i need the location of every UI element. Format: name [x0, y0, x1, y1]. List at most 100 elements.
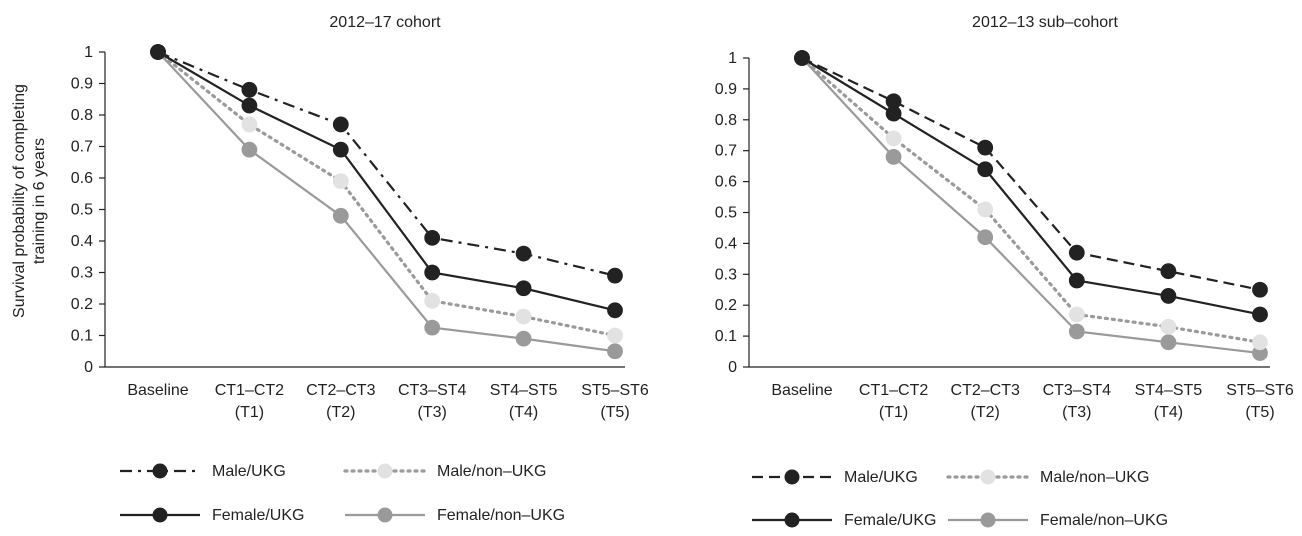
- series-point-1: [607, 267, 623, 284]
- x-tick-label: (T5): [1245, 404, 1274, 421]
- series-point-2: [424, 292, 441, 309]
- y-axis-label-line-1: Survival probability of completing: [11, 84, 28, 318]
- series-point-2: [332, 173, 349, 190]
- y-tick-label: 0.9: [715, 81, 737, 98]
- x-tick-label: CT1–CT2: [215, 382, 284, 399]
- legend-entry-2: Male/non–UKG: [343, 463, 546, 480]
- x-tick-label: (T1): [235, 404, 264, 421]
- y-tick-label: 0.7: [71, 139, 93, 156]
- y-tick-label: 0.5: [71, 202, 93, 219]
- legend-label: Female/non–UKG: [437, 507, 565, 524]
- series-point-2: [977, 201, 994, 218]
- x-tick-label: (T5): [600, 404, 629, 421]
- series-point-2: [515, 308, 532, 325]
- chart-title: 2012–13 sub–cohort: [972, 14, 1118, 31]
- x-tick-label: (T3): [1062, 404, 1091, 421]
- series-point-4: [332, 207, 349, 224]
- series-point-2: [607, 327, 623, 344]
- legend-marker: [152, 507, 168, 523]
- legend-entry-3: Female/UKG: [120, 507, 304, 524]
- y-tick-label: 0.8: [715, 112, 737, 129]
- series-line-2: [156, 50, 617, 338]
- series-line-1: [157, 50, 616, 277]
- legend-entry-2: Male/non–UKG: [946, 469, 1149, 486]
- y-tick-label: 0: [728, 359, 737, 376]
- series-line-4: [157, 51, 616, 353]
- series-point-4: [424, 319, 441, 336]
- y-tick-label: 0: [84, 359, 93, 376]
- y-tick-label: 0.6: [715, 174, 737, 191]
- y-tick-label: 0.2: [71, 296, 93, 313]
- legend-label: Male/non–UKG: [437, 463, 546, 480]
- series-point-1: [885, 93, 902, 110]
- series-line-2: [800, 56, 1262, 344]
- series-point-4: [607, 343, 623, 360]
- series-point-3: [332, 141, 349, 158]
- series-point-1: [1160, 263, 1177, 280]
- legend-label: Female/UKG: [212, 507, 304, 524]
- series-point-4: [1068, 323, 1085, 340]
- series-line-1: [801, 57, 1261, 291]
- series-point-1: [150, 44, 166, 60]
- series-point-4: [1160, 334, 1177, 351]
- chart-title: 2012–17 cohort: [329, 14, 441, 31]
- y-tick-label: 0.4: [71, 233, 93, 250]
- y-tick-label: 0.3: [715, 266, 737, 283]
- y-tick-label: 0.6: [71, 170, 93, 187]
- legend-entry-3: Female/UKG: [752, 512, 936, 529]
- x-tick-label: ST4–ST5: [1135, 382, 1203, 399]
- y-axis-label-line-2: training in 6 years: [31, 138, 48, 264]
- y-tick-label: 0.3: [71, 265, 93, 282]
- legend-marker: [377, 463, 393, 479]
- legend-entry-1: Male/UKG: [120, 463, 286, 480]
- series-point-1: [1068, 244, 1085, 261]
- series-point-4: [885, 148, 902, 165]
- series-point-1: [977, 139, 994, 156]
- series-point-3: [1160, 288, 1177, 304]
- x-tick-label: CT3–ST4: [398, 382, 467, 399]
- x-tick-label: CT1–CT2: [859, 382, 928, 399]
- x-tick-label: (T1): [879, 404, 908, 421]
- legend-entry-4: Female/non–UKG: [345, 507, 565, 524]
- legend-entry-4: Female/non–UKG: [948, 512, 1168, 529]
- series-point-2: [241, 116, 258, 133]
- x-tick-label: Baseline: [127, 382, 188, 399]
- series-point-2: [885, 130, 902, 147]
- series-line-3: [157, 51, 616, 312]
- series-point-4: [515, 330, 532, 347]
- chart-panel-2: 2012–13 sub–cohort 0 0.1 0.2 0.3 0.4 0.5 0.6 0.7…: [715, 14, 1294, 529]
- y-axis-label: Survival probability of completing train…: [11, 84, 48, 318]
- series-point-4: [977, 229, 994, 246]
- legend-label: Male/UKG: [844, 469, 918, 486]
- x-tick-label: (T2): [971, 404, 1000, 421]
- y-tick-label: 0.1: [715, 328, 737, 345]
- series-point-1: [515, 245, 532, 262]
- legend-marker: [784, 512, 800, 528]
- series-point-1: [241, 81, 258, 98]
- legend-marker: [377, 507, 393, 523]
- x-tick-label: (T2): [326, 404, 355, 421]
- y-tick-label: 1: [84, 44, 93, 61]
- series-line-4: [801, 57, 1261, 355]
- x-tick-label: Baseline: [771, 382, 832, 399]
- series-point-2: [1068, 306, 1085, 323]
- series-point-3: [1068, 272, 1085, 289]
- legend-label: Female/non–UKG: [1040, 512, 1168, 529]
- series-point-1: [424, 229, 441, 246]
- x-tick-label: ST5–ST6: [581, 382, 649, 399]
- x-tick-label: ST5–ST6: [1226, 382, 1294, 399]
- y-tick-label: 0.8: [71, 107, 93, 124]
- x-tick-label: (T4): [509, 404, 538, 421]
- x-tick-label: CT3–ST4: [1043, 382, 1112, 399]
- series-point-2: [1252, 334, 1268, 351]
- y-tick-label: 0.4: [715, 235, 737, 252]
- series-point-3: [424, 264, 441, 281]
- series-point-1: [332, 116, 349, 133]
- series-line-3: [801, 57, 1261, 316]
- x-tick-label: (T3): [418, 404, 447, 421]
- y-tick-label: 1: [728, 50, 737, 67]
- series-point-4: [241, 141, 258, 158]
- legend-entry-1: Male/UKG: [752, 469, 918, 486]
- y-tick-label: 0.5: [715, 205, 737, 222]
